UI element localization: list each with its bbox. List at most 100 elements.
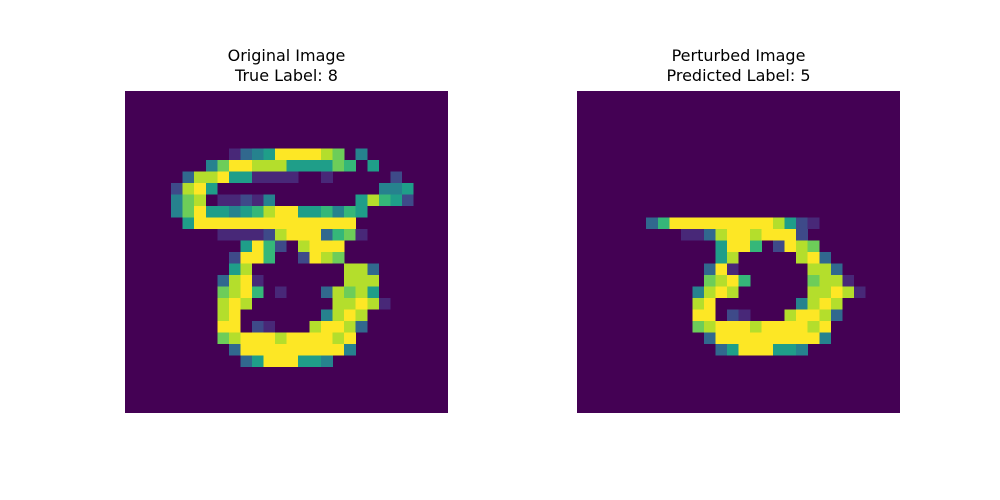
original-image-pixel <box>274 355 287 368</box>
perturbed-image-pixel <box>784 332 797 345</box>
perturbed-image-pixel <box>819 286 832 299</box>
original-image-pixel <box>378 298 391 310</box>
perturbed-image-pixel <box>715 229 728 241</box>
original-image-pixel <box>240 148 253 161</box>
perturbed-image-pixel <box>784 217 797 230</box>
original-image-pixel <box>240 160 253 172</box>
original-image-pixel <box>251 160 264 172</box>
perturbed-image-pixel <box>773 332 785 345</box>
original-image-pixel <box>401 194 414 207</box>
original-image-pixel <box>263 332 276 345</box>
original-image-title-line1: Original Image <box>227 46 346 65</box>
perturbed-image-pixel <box>784 309 797 322</box>
original-image-pixel <box>251 171 264 184</box>
original-image-pixel <box>367 160 380 172</box>
perturbed-image-pixel <box>715 321 728 333</box>
perturbed-image-pixel <box>726 321 739 333</box>
original-image-pixel <box>286 355 299 368</box>
perturbed-image-pixel <box>692 229 705 241</box>
original-image-pixel <box>217 286 230 299</box>
original-image-pixel <box>321 321 333 333</box>
original-image-pixel <box>251 344 264 356</box>
original-image-pixel <box>309 252 322 264</box>
original-image-heatmap <box>125 91 448 413</box>
original-image-pixel <box>309 148 322 161</box>
perturbed-image-pixel <box>830 309 843 322</box>
original-image-pixel <box>263 321 276 333</box>
perturbed-image-pixel <box>807 298 820 310</box>
perturbed-image-pixel <box>703 309 716 322</box>
perturbed-image-pixel <box>819 275 832 287</box>
original-image-pixel <box>321 332 333 345</box>
original-image-pixel <box>298 252 310 264</box>
perturbed-image-heatmap <box>577 91 900 413</box>
perturbed-image-pixel <box>807 217 820 230</box>
perturbed-image-pixel <box>807 252 820 264</box>
original-image-pixel <box>344 321 356 333</box>
original-image-pixel <box>205 171 218 184</box>
perturbed-image-pixel <box>715 217 728 230</box>
original-image-pixel <box>240 263 253 276</box>
original-image-pixel <box>240 229 253 241</box>
perturbed-image-pixel <box>680 217 693 230</box>
original-image-pixel <box>298 344 310 356</box>
perturbed-image-pixel <box>750 321 762 333</box>
original-image-pixel <box>263 229 276 241</box>
original-image-pixel <box>286 171 299 184</box>
original-image-pixel <box>228 160 241 172</box>
original-image-pixel <box>228 286 241 299</box>
perturbed-image-pixel <box>807 332 820 345</box>
original-image-pixel <box>251 286 264 299</box>
original-image-pixel <box>228 217 241 230</box>
perturbed-image-pixel <box>715 240 728 253</box>
original-image-pixel <box>228 148 241 161</box>
original-image-pixel <box>344 344 356 356</box>
perturbed-image-pixel <box>680 229 693 241</box>
original-image-pixel <box>251 275 264 287</box>
original-image-pixel <box>344 332 356 345</box>
original-image-pixel <box>274 217 287 230</box>
original-image-pixel <box>205 217 218 230</box>
perturbed-image-pixel <box>830 263 843 276</box>
perturbed-image-pixel <box>750 344 762 356</box>
original-image <box>125 91 448 413</box>
perturbed-image-pixel <box>773 217 785 230</box>
perturbed-image-pixel <box>715 286 728 299</box>
original-image-pixel <box>205 183 218 195</box>
perturbed-image-pixel <box>807 321 820 333</box>
perturbed-image-pixel <box>750 332 762 345</box>
perturbed-image-pixel <box>796 344 808 356</box>
perturbed-image-pixel <box>784 229 797 241</box>
original-image-pixel <box>274 332 287 345</box>
original-image-pixel <box>263 252 276 264</box>
original-image-pixel <box>240 286 253 299</box>
original-image-pixel <box>274 160 287 172</box>
original-image-pixel <box>251 252 264 264</box>
original-image-pixel <box>182 217 195 230</box>
original-image-pixel <box>321 171 333 184</box>
original-image-pixel <box>240 217 253 230</box>
original-image-pixel <box>332 332 345 345</box>
original-image-pixel <box>263 217 276 230</box>
original-image-pixel <box>298 206 310 218</box>
perturbed-image-pixel <box>726 275 739 287</box>
original-image-pixel <box>194 183 206 195</box>
original-image-pixel <box>251 240 264 253</box>
perturbed-image-pixel <box>773 344 785 356</box>
perturbed-image-pixel <box>842 286 855 299</box>
original-image-pixel <box>344 275 356 287</box>
original-image-pixel <box>194 171 206 184</box>
original-image-pixel <box>274 344 287 356</box>
original-image-pixel <box>309 344 322 356</box>
perturbed-image <box>577 91 900 413</box>
original-image-pixel <box>355 309 368 322</box>
original-image-pixel <box>263 194 276 207</box>
original-image-pixel <box>298 148 310 161</box>
perturbed-image-pixel <box>669 217 682 230</box>
original-image-pixel <box>390 183 403 195</box>
original-image-pixel <box>309 355 322 368</box>
perturbed-image-panel: Perturbed Image Predicted Label: 5 <box>577 0 900 500</box>
original-image-pixel <box>240 332 253 345</box>
original-image-pixel <box>240 344 253 356</box>
original-image-panel: Original Image True Label: 8 <box>125 0 448 500</box>
